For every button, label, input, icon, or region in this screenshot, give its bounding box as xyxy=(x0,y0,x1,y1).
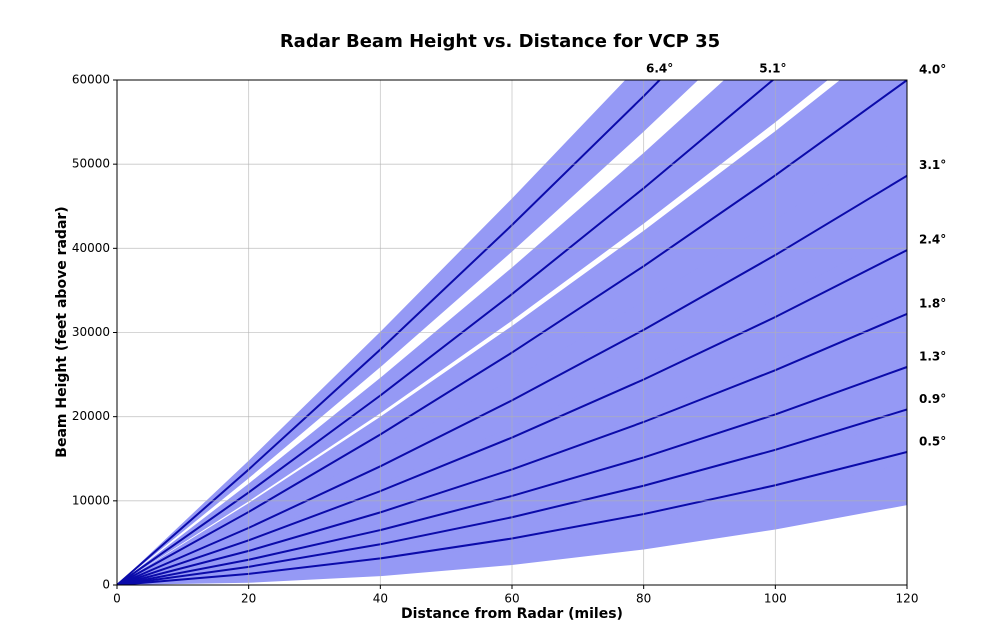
y-tick-label: 30000 xyxy=(72,325,110,339)
legend-label: 1.3° xyxy=(919,349,946,363)
y-tick-label: 10000 xyxy=(72,493,110,507)
beam-band xyxy=(117,313,907,585)
plot-frame xyxy=(116,79,908,586)
x-tick-label: 0 xyxy=(113,592,121,606)
legend-label: 0.5° xyxy=(919,434,946,448)
legend-label: 6.4° xyxy=(646,62,673,76)
y-tick-label: 20000 xyxy=(72,409,110,423)
y-tick-label: 60000 xyxy=(72,73,110,87)
x-tick-label: 60 xyxy=(504,592,519,606)
x-axis-label: Distance from Radar (miles) xyxy=(401,606,623,622)
y-axis-label: Beam Height (feet above radar) xyxy=(54,206,70,457)
legend-label: 0.9° xyxy=(919,392,946,406)
legend-label: 3.1° xyxy=(919,158,946,172)
legend-label: 5.1° xyxy=(759,62,786,76)
y-tick-label: 0 xyxy=(102,578,110,592)
x-tick-label: 120 xyxy=(896,592,919,606)
chart-title: Radar Beam Height vs. Distance for VCP 3… xyxy=(280,31,720,52)
beam-band xyxy=(117,398,907,585)
legend-label: 2.4° xyxy=(919,233,946,247)
x-tick-label: 80 xyxy=(636,592,651,606)
y-tick-label: 40000 xyxy=(72,241,110,255)
y-tick-label: 50000 xyxy=(72,157,110,171)
x-tick-label: 40 xyxy=(373,592,388,606)
legend-label: 1.8° xyxy=(919,296,946,310)
legend-label: 4.0° xyxy=(919,63,946,77)
x-tick-label: 20 xyxy=(241,592,256,606)
x-tick-label: 100 xyxy=(764,592,787,606)
